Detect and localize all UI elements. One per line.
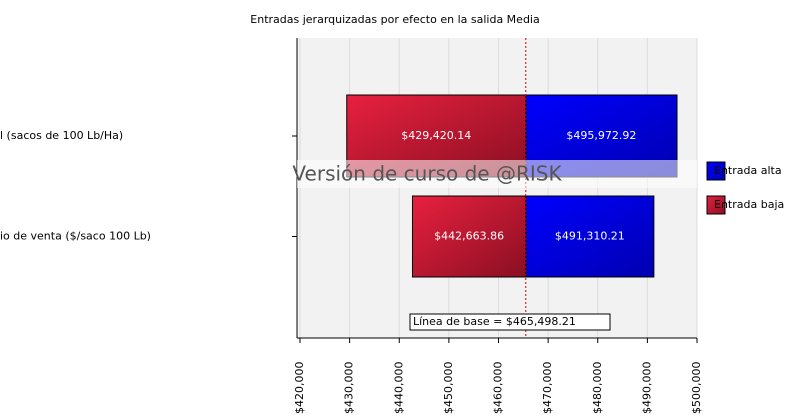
x-tick-label: $420,000 bbox=[293, 362, 306, 415]
x-tick-label: $450,000 bbox=[442, 362, 455, 415]
watermark: Versión de curso de @RISK bbox=[292, 162, 562, 186]
legend-swatch bbox=[706, 161, 726, 181]
x-tick-label: $500,000 bbox=[690, 362, 703, 415]
x-tick-label: $470,000 bbox=[541, 362, 554, 415]
legend-swatch bbox=[706, 195, 726, 215]
value-label: $495,972.92 bbox=[566, 129, 636, 142]
x-tick-label: $440,000 bbox=[392, 362, 405, 415]
x-tick-label: $490,000 bbox=[640, 362, 653, 415]
legend-label: Entrada alta bbox=[714, 164, 782, 177]
x-tick-label: $480,000 bbox=[591, 362, 604, 415]
category-label: l (sacos de 100 Lb/Ha) bbox=[0, 129, 123, 142]
x-tick-label: $430,000 bbox=[343, 362, 356, 415]
baseline-label: Línea de base = $465,498.21 bbox=[413, 315, 576, 328]
category-label: io de venta ($/saco 100 Lb) bbox=[0, 230, 151, 243]
bar bbox=[411, 195, 527, 278]
chart-title: Entradas jerarquizadas por efecto en la … bbox=[250, 13, 539, 26]
value-label: $491,310.21 bbox=[555, 230, 625, 243]
value-label: $442,663.86 bbox=[434, 230, 504, 243]
baseline-box bbox=[409, 313, 611, 331]
x-tick-label: $460,000 bbox=[492, 362, 505, 415]
value-label: $429,420.14 bbox=[401, 129, 471, 142]
watermark-band bbox=[297, 160, 697, 188]
legend-label: Entrada baja bbox=[714, 198, 784, 211]
bar bbox=[525, 195, 655, 278]
